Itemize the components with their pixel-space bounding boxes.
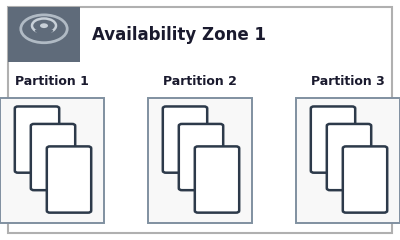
Circle shape — [40, 23, 48, 28]
FancyBboxPatch shape — [311, 107, 355, 173]
FancyBboxPatch shape — [31, 124, 75, 190]
FancyBboxPatch shape — [148, 98, 252, 223]
FancyBboxPatch shape — [163, 107, 207, 173]
FancyBboxPatch shape — [343, 146, 387, 213]
FancyBboxPatch shape — [179, 124, 223, 190]
FancyBboxPatch shape — [327, 124, 371, 190]
FancyBboxPatch shape — [296, 98, 400, 223]
FancyBboxPatch shape — [0, 98, 104, 223]
FancyBboxPatch shape — [15, 107, 59, 173]
Polygon shape — [35, 30, 53, 39]
Text: Availability Zone 1: Availability Zone 1 — [92, 26, 266, 44]
Text: Partition 2: Partition 2 — [163, 75, 237, 88]
FancyBboxPatch shape — [8, 7, 80, 62]
Text: Partition 3: Partition 3 — [311, 75, 385, 88]
FancyBboxPatch shape — [8, 7, 392, 233]
Text: Partition 1: Partition 1 — [15, 75, 89, 88]
FancyBboxPatch shape — [47, 146, 91, 213]
FancyBboxPatch shape — [195, 146, 239, 213]
